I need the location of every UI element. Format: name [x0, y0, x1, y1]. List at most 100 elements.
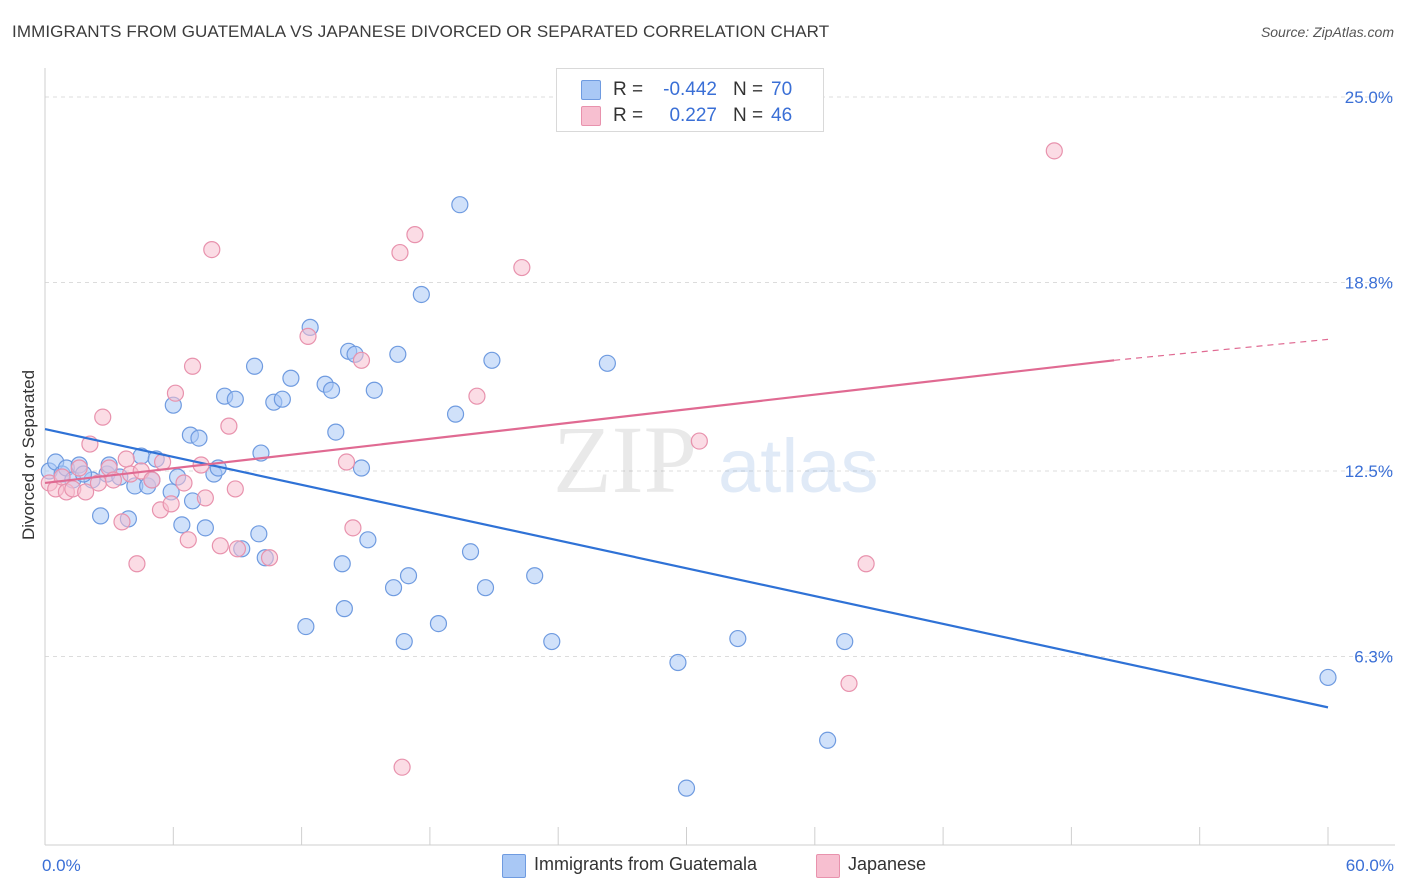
japanese-legend-swatch	[816, 854, 840, 878]
guatemala-point	[322, 381, 341, 399]
japanese-point	[162, 495, 180, 513]
japanese-point	[1045, 142, 1063, 160]
guatemala-point	[273, 390, 291, 408]
japanese-point	[513, 258, 531, 277]
guatemala-point	[677, 779, 696, 797]
n-value: 46	[771, 105, 793, 126]
guatemala-point	[399, 567, 418, 585]
guatemala-point	[297, 617, 315, 636]
guatemala-point	[352, 459, 371, 477]
guatemala-point	[91, 507, 110, 525]
x-tick-label: 60.0%	[1346, 856, 1394, 875]
guatemala-point	[598, 354, 616, 372]
r-value: 0.227	[669, 105, 717, 126]
guatemala-trend-line	[44, 428, 1329, 709]
japanese-point	[352, 351, 371, 369]
japanese-point	[128, 555, 146, 573]
r-label: R =	[613, 105, 644, 126]
japanese-trend-line	[44, 359, 1115, 485]
guatemala-point	[429, 614, 448, 633]
guatemala-point	[359, 531, 377, 549]
guatemala-point	[412, 285, 430, 304]
guatemala-point	[836, 632, 854, 651]
japanese-point	[406, 226, 424, 244]
guatemala-point	[282, 369, 300, 387]
guatemala-legend-swatch	[502, 854, 526, 878]
guatemala-point	[196, 519, 214, 537]
n-label: N =	[733, 105, 764, 126]
y-tick-label: 18.8%	[1345, 274, 1393, 293]
correlation-stats-box: R = -0.442 N = 70 R = 0.227 N = 46	[556, 68, 824, 132]
guatemala-point	[543, 632, 561, 651]
japanese-point	[391, 243, 409, 262]
watermark-atlas: atlas	[718, 424, 879, 509]
japanese-point	[840, 674, 858, 693]
japanese-point	[344, 519, 362, 537]
guatemala-point	[389, 345, 407, 363]
guatemala-point	[476, 579, 495, 597]
n-value: 70	[771, 79, 793, 100]
guatemala-point	[461, 543, 480, 561]
grid-lines	[45, 96, 1395, 658]
guatemala-swatch	[581, 80, 601, 100]
guatemala-point	[250, 525, 268, 543]
japanese-point	[393, 758, 411, 776]
trend-lines	[44, 338, 1329, 709]
axes	[44, 68, 1395, 846]
stat-row-guatemala: R = -0.442 N = 70	[557, 75, 823, 101]
japanese-point	[175, 474, 193, 492]
guatemala-point	[729, 629, 747, 648]
guatemala-point	[173, 516, 191, 534]
japanese-point	[117, 450, 135, 468]
japanese-point	[203, 240, 221, 259]
guatemala-point	[335, 600, 353, 618]
japanese-point	[143, 471, 161, 489]
guatemala-point	[819, 731, 837, 749]
guatemala-point	[1319, 668, 1337, 687]
guatemala-point	[365, 381, 383, 399]
legend-label: Immigrants from Guatemala	[534, 854, 758, 874]
japanese-point	[468, 387, 486, 405]
japanese-swatch	[581, 106, 601, 126]
japanese-point	[226, 480, 244, 498]
chart-title: IMMIGRANTS FROM GUATEMALA VS JAPANESE DI…	[12, 22, 830, 41]
japanese-point	[94, 408, 112, 426]
x-tick-label: 0.0%	[42, 856, 81, 875]
japanese-point	[299, 327, 317, 345]
n-label: N =	[733, 79, 764, 100]
japanese-point	[166, 384, 185, 402]
japanese-point	[70, 459, 88, 477]
guatemala-point	[395, 632, 413, 651]
japanese-point	[196, 489, 214, 507]
japanese-point	[113, 513, 131, 531]
r-value: -0.442	[663, 79, 717, 100]
y-tick-label: 25.0%	[1345, 88, 1393, 107]
data-points	[40, 142, 1337, 797]
y-tick-label: 6.3%	[1354, 648, 1393, 667]
japanese-point	[857, 555, 875, 573]
tick-labels: 6.3% 12.5% 18.8% 25.0% 0.0% 60.0%	[42, 88, 1394, 875]
japanese-point	[211, 537, 229, 555]
guatemala-point	[669, 653, 687, 672]
guatemala-point	[526, 567, 544, 585]
japanese-point	[77, 483, 95, 501]
guatemala-point	[451, 196, 469, 214]
guatemala-point	[226, 390, 244, 408]
watermark: ZIP atlas	[553, 406, 879, 513]
r-label: R =	[613, 79, 644, 100]
japanese-trend-extension	[1114, 338, 1329, 361]
guatemala-point	[384, 579, 403, 597]
y-axis-title: Divorced or Separated	[19, 370, 38, 540]
source-label: Source: ZipAtlas.com	[1260, 24, 1394, 40]
guatemala-point	[333, 555, 351, 573]
guatemala-point	[483, 351, 501, 369]
japanese-point	[179, 531, 197, 549]
guatemala-point	[327, 423, 345, 441]
guatemala-point	[446, 405, 465, 423]
guatemala-point	[190, 429, 208, 447]
guatemala-point	[245, 357, 264, 375]
watermark-zip: ZIP	[553, 406, 697, 513]
japanese-point	[337, 453, 356, 471]
legend: Immigrants from Guatemala Japanese	[0, 852, 1406, 880]
